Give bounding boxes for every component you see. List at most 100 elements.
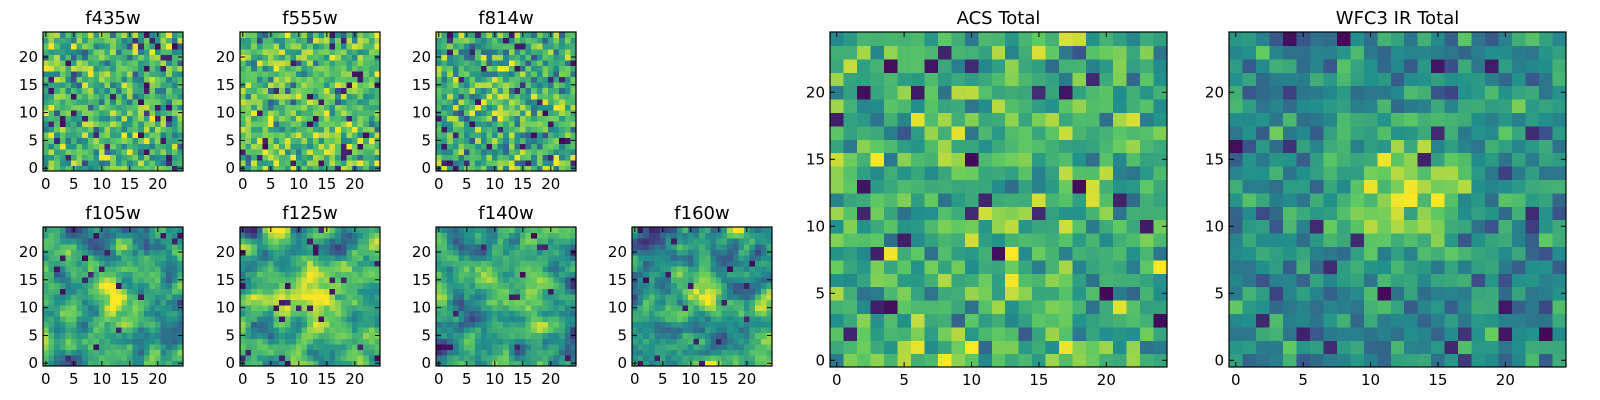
heatmap-cell [296, 238, 303, 245]
heatmap-cell [452, 249, 459, 256]
heatmap-cell [43, 271, 50, 278]
heatmap-cell [240, 343, 247, 350]
heatmap-cell [368, 304, 375, 311]
y-tick-label: 10 [412, 104, 431, 122]
heatmap-cell [1099, 326, 1114, 341]
heatmap-cell [121, 109, 128, 116]
heatmap-cell [699, 254, 706, 261]
heatmap-cell [514, 332, 521, 339]
heatmap-cell [65, 232, 72, 239]
heatmap-cell [160, 315, 167, 323]
heatmap-cell [514, 327, 521, 334]
heatmap-cell [65, 227, 72, 234]
heatmap-cell [525, 332, 532, 339]
heatmap-cell [870, 300, 885, 314]
heatmap-cell [127, 271, 134, 278]
heatmap-cell [704, 271, 711, 278]
heatmap-cell [525, 354, 532, 362]
heatmap-cell [368, 282, 375, 289]
heatmap-cell [732, 243, 739, 250]
heatmap-cell [716, 299, 723, 306]
heatmap-cell [335, 76, 342, 83]
heatmap-cell [340, 327, 347, 334]
heatmap-cell [843, 326, 858, 341]
heatmap-cell [1126, 166, 1141, 180]
heatmap-cell [503, 288, 510, 295]
heatmap-cell [240, 310, 247, 317]
heatmap-cell [121, 360, 128, 367]
heatmap-cell [110, 70, 117, 78]
heatmap-cell [262, 360, 269, 367]
heatmap-cell [542, 59, 549, 66]
heatmap-cell [503, 277, 510, 284]
heatmap-cell [93, 59, 100, 66]
heatmap-cell [671, 321, 678, 328]
heatmap-cell [637, 271, 644, 278]
heatmap-cell [110, 354, 117, 362]
heatmap-cell [59, 32, 66, 39]
heatmap-cell [256, 282, 263, 289]
heatmap-cell [104, 132, 111, 139]
heatmap-cell [48, 265, 55, 273]
heatmap-cell [632, 260, 639, 267]
heatmap-cell [665, 227, 672, 234]
heatmap-cell [166, 98, 173, 105]
heatmap-cell [296, 338, 303, 345]
heatmap-cell [508, 304, 515, 311]
heatmap-cell [177, 159, 184, 167]
heatmap-cell [155, 143, 162, 150]
heatmap-cell [268, 93, 275, 100]
heatmap-cell [104, 37, 111, 44]
heatmap-cell [290, 115, 297, 122]
heatmap-cell [149, 98, 156, 105]
heatmap-cell [121, 165, 128, 172]
heatmap-cell [279, 137, 286, 144]
heatmap-cell [883, 219, 898, 234]
heatmap-cell [127, 120, 134, 128]
heatmap-cell [660, 271, 667, 278]
heatmap-cell [245, 48, 252, 55]
heatmap-cell [978, 233, 993, 247]
heatmap-cell [721, 315, 728, 323]
heatmap-cell [732, 304, 739, 311]
heatmap-cell [978, 152, 993, 167]
heatmap-cell [177, 154, 184, 161]
heatmap-cell [632, 282, 639, 289]
heatmap-cell [318, 227, 325, 234]
heatmap-cell [688, 249, 695, 256]
heatmap-cell [138, 54, 145, 61]
heatmap-cell [54, 354, 61, 362]
heatmap-cell [542, 310, 549, 317]
heatmap-cell [82, 282, 89, 289]
heatmap-cell [755, 265, 762, 273]
heatmap-cell [93, 165, 100, 172]
heatmap-cell [458, 126, 465, 133]
heatmap-cell [279, 82, 286, 89]
heatmap-cell [43, 120, 50, 128]
heatmap-cell [99, 59, 106, 66]
heatmap-cell [665, 288, 672, 295]
heatmap-cell [335, 315, 342, 323]
heatmap-cell [76, 327, 83, 334]
heatmap-cell [755, 349, 762, 356]
heatmap-cell [245, 82, 252, 89]
heatmap-cell [290, 137, 297, 144]
heatmap-cell [87, 43, 94, 50]
heatmap-cell [843, 219, 858, 234]
heatmap-cell [559, 227, 566, 234]
heatmap-cell [441, 354, 448, 362]
heatmap-cell [699, 260, 706, 267]
heatmap-cell [138, 238, 145, 245]
heatmap-cell [160, 227, 167, 234]
heatmap-cell [508, 338, 515, 345]
y-tick-label: 5 [421, 131, 431, 149]
heatmap-cell [363, 126, 370, 133]
heatmap-cell [520, 115, 527, 122]
heatmap-cell [632, 254, 639, 261]
heatmap-cell [883, 300, 898, 314]
heatmap-cell [166, 315, 173, 323]
heatmap-cell [48, 338, 55, 345]
heatmap-cell [452, 93, 459, 100]
heatmap-cell [104, 277, 111, 284]
heatmap-cell [48, 159, 55, 167]
